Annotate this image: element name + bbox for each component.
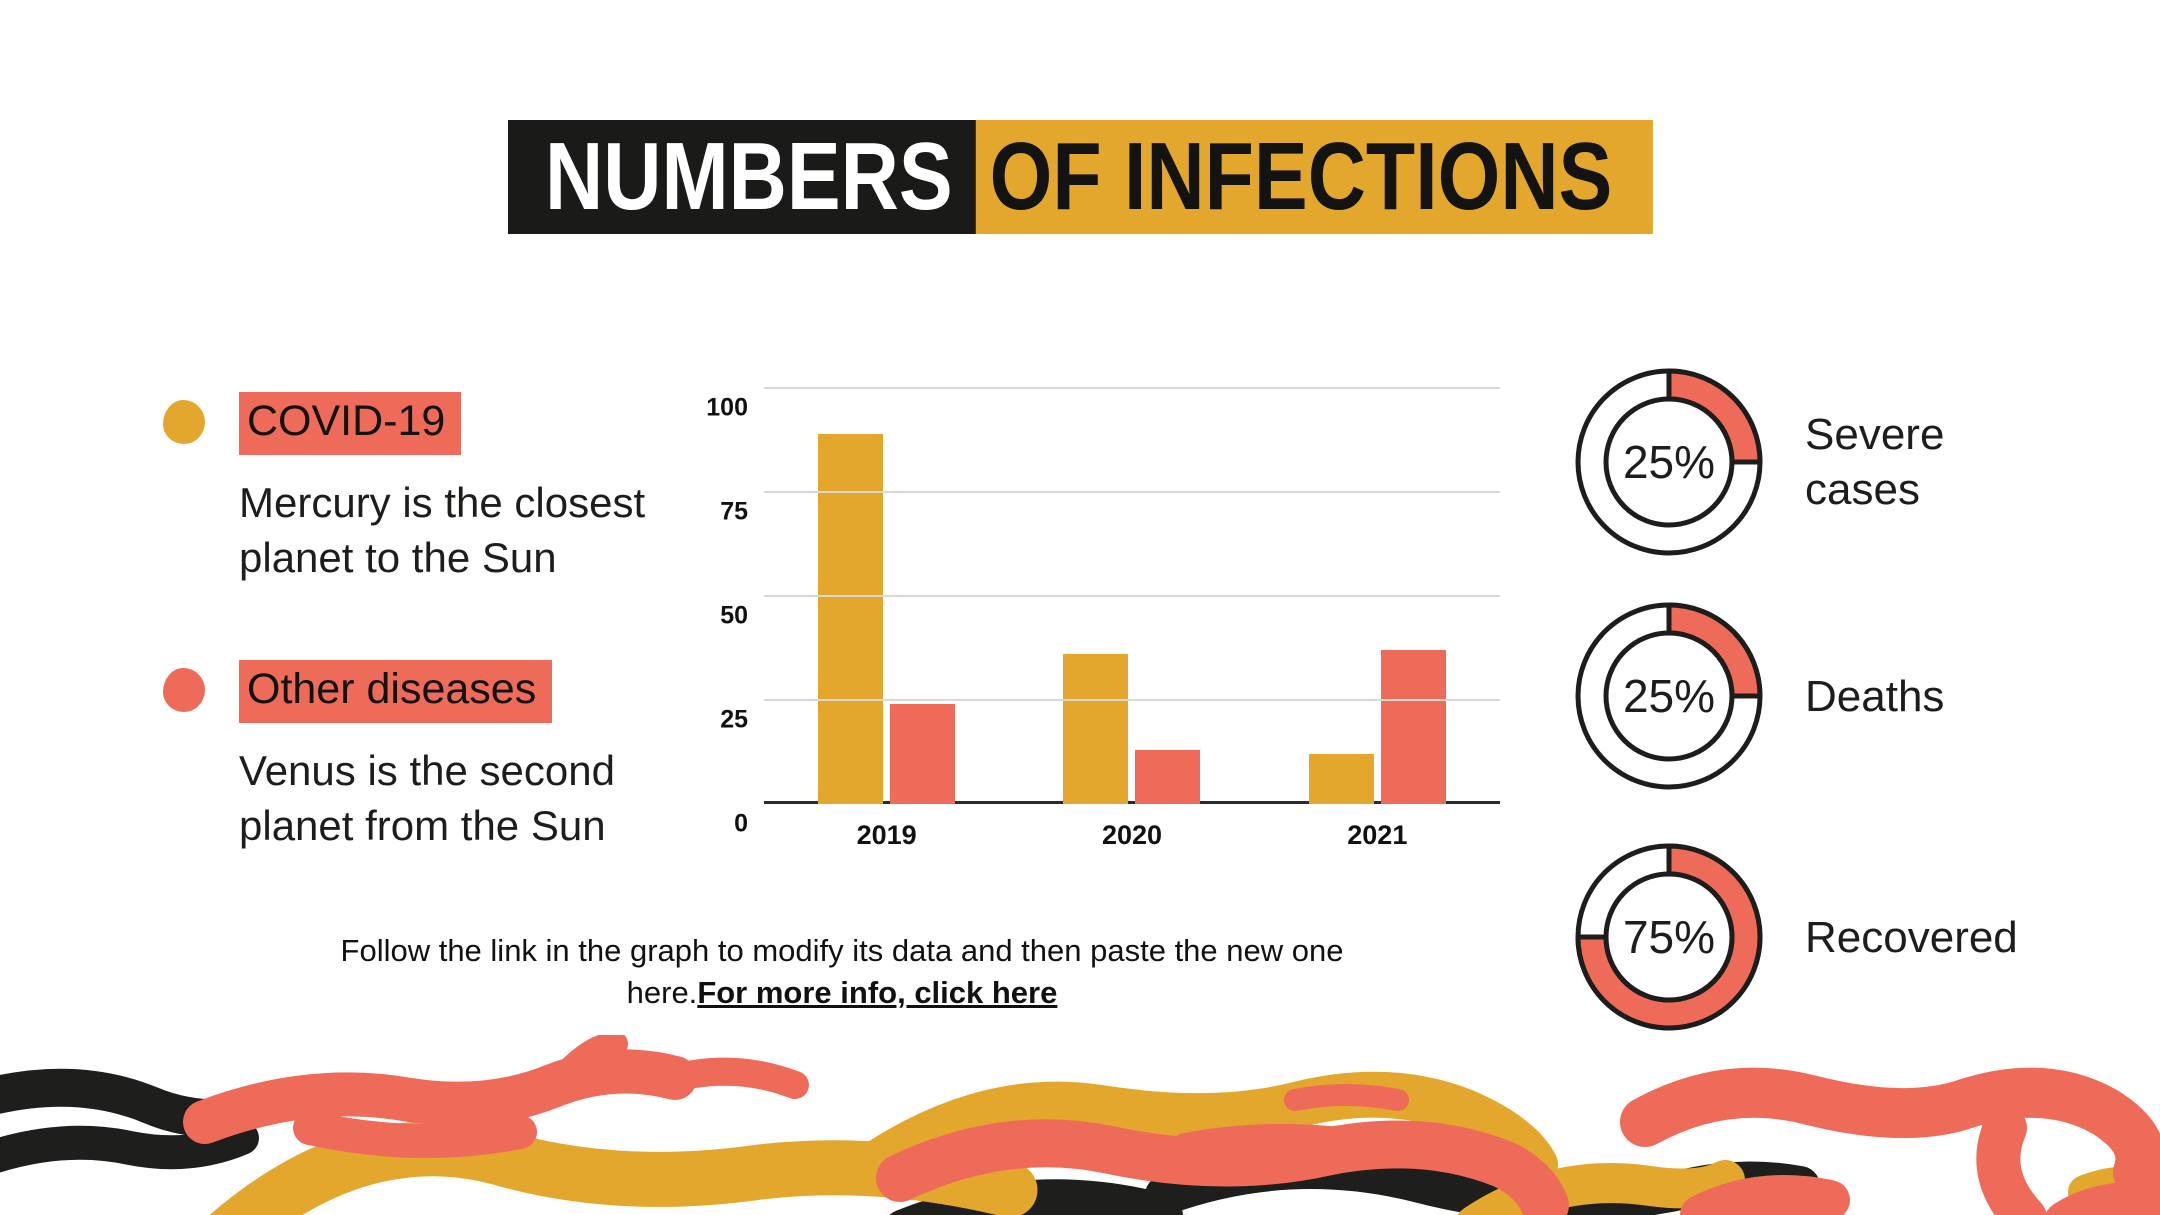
x-tick-label: 2020 bbox=[1101, 820, 1163, 850]
bar-other-diseases-2020 bbox=[1135, 750, 1201, 804]
title-bar: NUMBERS OF INFECTIONS bbox=[0, 120, 2160, 234]
y-tick-label: 50 bbox=[720, 601, 748, 630]
decorative-waves bbox=[0, 1035, 2160, 1215]
donut-chart: 25% bbox=[1575, 368, 1763, 556]
legend-body: COVID-19 Mercury is the closest planet t… bbox=[239, 392, 709, 586]
chart-plot-area bbox=[764, 387, 1500, 804]
legend-label-other-diseases: Other diseases bbox=[239, 659, 553, 723]
x-axis-labels: 2019 2020 2021 bbox=[764, 820, 1500, 851]
bar-chart: 0 25 50 75 100 2019 2020 2021 bbox=[690, 368, 1510, 868]
gridline bbox=[764, 699, 1500, 701]
bar-group-2020 bbox=[1063, 654, 1201, 804]
y-tick-label: 0 bbox=[734, 809, 748, 838]
donut-chart: 25% bbox=[1575, 602, 1763, 790]
legend-body: Other diseases Venus is the second plane… bbox=[239, 659, 709, 854]
red-blob-bullet-icon bbox=[163, 667, 205, 712]
bar-covid-19-2021 bbox=[1308, 754, 1374, 804]
y-tick-label: 75 bbox=[720, 497, 748, 526]
bar-other-diseases-2019 bbox=[890, 704, 956, 804]
bar-covid-19-2019 bbox=[818, 434, 884, 804]
yellow-blob-bullet-icon bbox=[163, 400, 205, 444]
donut-row-severe-cases: 25% Severe cases bbox=[1571, 364, 2020, 560]
bar-other-diseases-2021 bbox=[1380, 650, 1446, 804]
x-tick-label: 2021 bbox=[1347, 820, 1408, 850]
donut-row-recovered: 75% Recovered bbox=[1571, 839, 2020, 1035]
donut-percent-label: 25% bbox=[1623, 670, 1715, 722]
donut-chart: 75% bbox=[1575, 843, 1763, 1031]
x-tick-label: 2019 bbox=[856, 820, 917, 850]
bar-group-2021 bbox=[1308, 650, 1446, 804]
gridline bbox=[764, 491, 1500, 493]
legend-desc-other-diseases: Venus is the second planet from the Sun bbox=[239, 746, 615, 850]
legend-item-other-diseases: Other diseases Venus is the second plane… bbox=[163, 659, 743, 854]
donut-percent-label: 25% bbox=[1623, 436, 1715, 488]
gridline bbox=[764, 387, 1500, 389]
footer-text: Follow the link in the graph to modify i… bbox=[340, 933, 1344, 1010]
legend-desc-covid: Mercury is the closest planet to the Sun bbox=[239, 479, 646, 582]
donut-label: Recovered bbox=[1805, 912, 2018, 962]
donut-row-deaths: 25% Deaths bbox=[1571, 598, 2020, 794]
bar-group-2019 bbox=[818, 434, 956, 804]
chart-legend: COVID-19 Mercury is the closest planet t… bbox=[163, 392, 743, 854]
title-segment-black: NUMBERS bbox=[507, 120, 976, 234]
y-axis-labels: 0 25 50 75 100 bbox=[690, 388, 748, 838]
gridline bbox=[764, 595, 1500, 597]
more-info-link[interactable]: For more info, click here bbox=[697, 974, 1058, 1010]
bar-groups bbox=[764, 388, 1500, 804]
y-tick-label: 100 bbox=[706, 393, 748, 422]
footer-note: Follow the link in the graph to modify i… bbox=[283, 930, 1401, 1014]
donut-label: Deaths bbox=[1805, 671, 1945, 721]
donut-percent-label: 75% bbox=[1623, 911, 1715, 963]
legend-label-covid: COVID-19 bbox=[239, 392, 462, 455]
bar-covid-19-2020 bbox=[1063, 654, 1129, 804]
legend-item-covid: COVID-19 Mercury is the closest planet t… bbox=[163, 392, 743, 586]
donut-label: Severe cases bbox=[1805, 410, 1945, 514]
title-segment-yellow: OF INFECTIONS bbox=[975, 120, 1653, 234]
y-tick-label: 25 bbox=[720, 705, 748, 734]
page-title: NUMBERS OF INFECTIONS bbox=[507, 120, 1653, 234]
